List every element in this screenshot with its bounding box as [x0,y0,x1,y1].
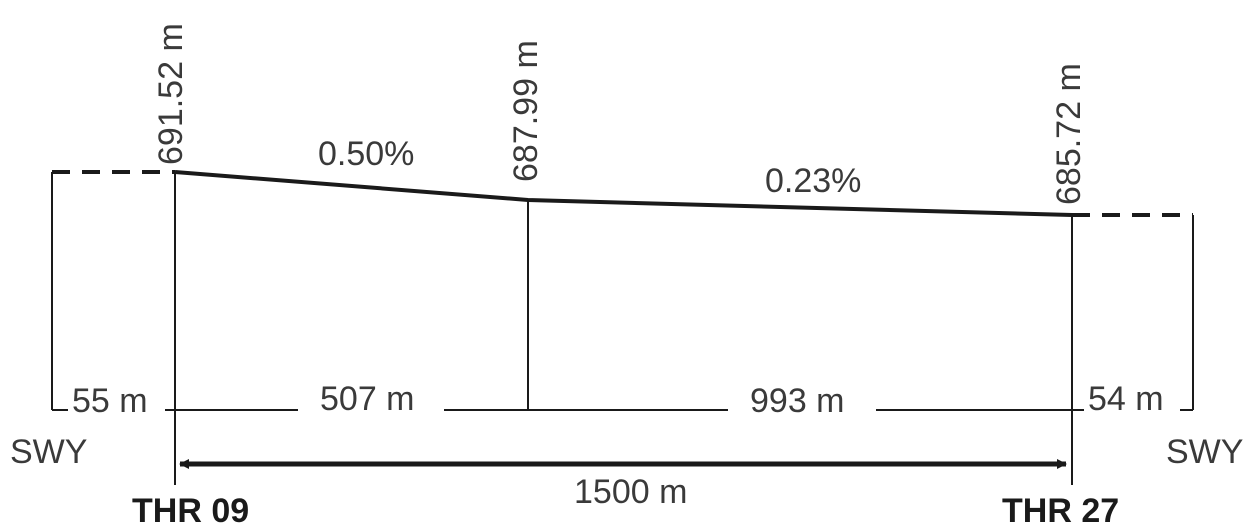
swy-left-label: SWY [10,433,87,471]
grade-first-label: 0.50% [318,135,414,173]
elevation-mid-label: 687.99 m [507,40,545,182]
thr09-label: THR 09 [132,492,249,528]
grade-second-label: 0.23% [765,162,861,200]
swy-right-label: SWY [1166,433,1243,471]
runway-profile-line [174,170,1073,217]
elevation-thr09-label: 691.52 m [152,23,190,165]
elevation-thr27-label: 685.72 m [1050,63,1088,205]
segment-swy-east-label: 54 m [1088,380,1164,418]
thr27-label: THR 27 [1002,492,1119,528]
total-length-label: 1500 m [574,473,687,511]
segment-second-label: 993 m [750,382,845,420]
segment-swy-west-label: 55 m [72,382,148,420]
segment-first-label: 507 m [320,380,415,418]
